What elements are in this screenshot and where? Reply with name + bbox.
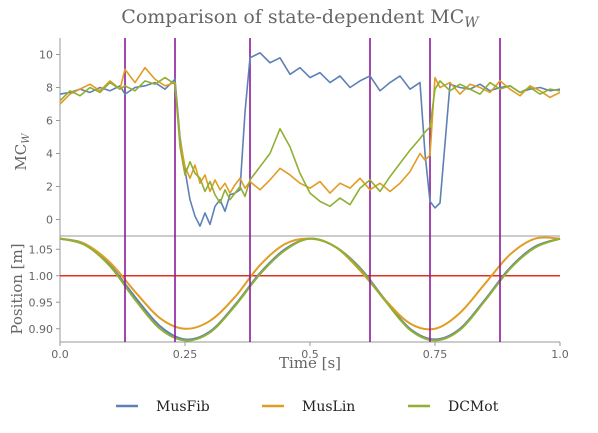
mc-y-tick-label: 0 [46,214,53,227]
mc-series-dcmot [59,76,561,208]
mc-series-muslin [59,66,561,194]
position-series-dcmot [59,237,561,342]
mc-panel: 0 2 4 6 8 10 [39,38,561,237]
mc-y-tick-label: 8 [46,82,53,95]
mc-y-tick-label: 4 [46,148,53,161]
position-y-tick-label: 0.90 [29,323,54,336]
mc-vlines [124,38,501,236]
x-tick-label: 0.75 [423,348,448,361]
legend-label-dcmot: DCMot [448,399,499,415]
position-y-ticks: 0.90 0.95 1.00 1.05 [29,243,60,336]
mc-series-musfib [59,52,561,227]
mc-series [59,52,561,227]
position-series [59,236,561,342]
x-tick-label: 0.5 [301,348,319,361]
x-tick-label: 0.0 [51,348,69,361]
position-series-muslin [59,236,561,331]
position-y-tick-label: 1.05 [29,243,54,256]
mc-y-tick-label: 2 [46,181,53,194]
position-panel: 0.90 0.95 1.00 1.05 0.0 0.25 0.5 0.75 1.0 [29,236,569,361]
legend-label-musfib: MusFib [156,399,210,415]
x-tick-label: 0.25 [173,348,198,361]
time-x-label: Time [s] [279,354,341,372]
legend: MusFib MusLin DCMot [116,399,499,415]
position-series-musfib [59,237,561,341]
chart-title: Comparison of state-dependent MCW [121,6,480,31]
mc-y-ticks: 0 2 4 6 8 10 [39,49,60,227]
position-x-ticks: 0.0 0.25 0.5 0.75 1.0 [51,342,569,361]
mc-y-tick-label: 6 [46,115,53,128]
mc-y-label: MCW [12,133,32,171]
x-tick-label: 1.0 [551,348,569,361]
position-y-tick-label: 0.95 [29,296,54,309]
legend-label-muslin: MusLin [302,399,355,415]
position-y-label: Position [m] [8,243,26,334]
mc-y-tick-label: 10 [39,49,53,62]
position-vlines [124,236,501,342]
position-y-tick-label: 1.00 [29,270,54,283]
